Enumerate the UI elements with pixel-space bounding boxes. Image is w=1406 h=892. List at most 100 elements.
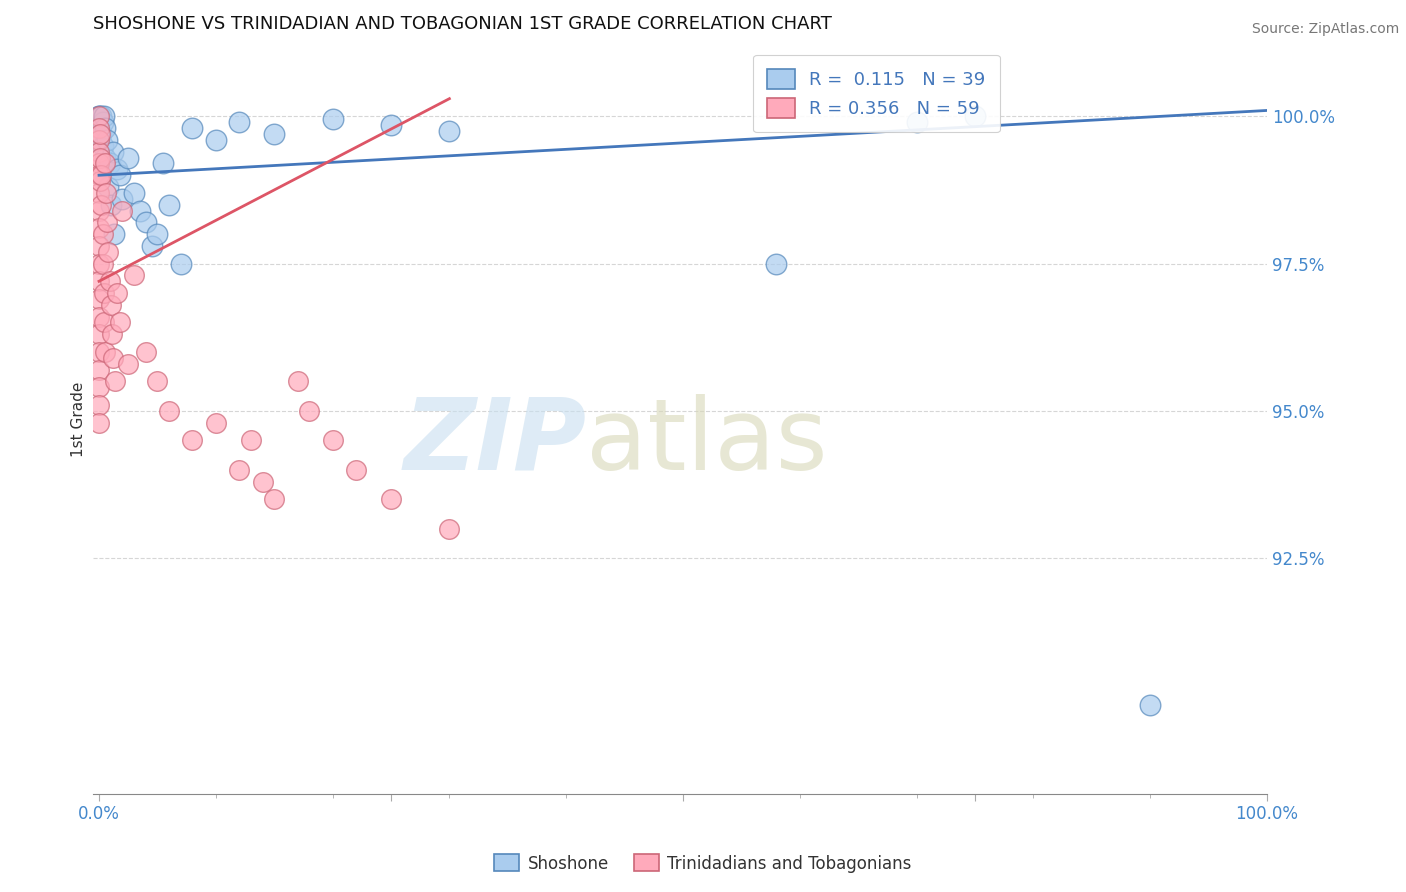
Point	[103, 227, 125, 241]
Text: SHOSHONE VS TRINIDADIAN AND TOBAGONIAN 1ST GRADE CORRELATION CHART: SHOSHONE VS TRINIDADIAN AND TOBAGONIAN 1…	[93, 15, 832, 33]
Point	[87, 257, 110, 271]
Point	[252, 475, 274, 489]
Y-axis label: 1st Grade: 1st Grade	[72, 382, 86, 458]
Point	[91, 227, 114, 241]
Point	[93, 286, 115, 301]
Point	[87, 292, 110, 306]
Point	[98, 274, 121, 288]
Point	[204, 416, 226, 430]
Point	[87, 327, 110, 342]
Text: atlas: atlas	[586, 393, 828, 491]
Point	[905, 115, 928, 129]
Point	[89, 151, 111, 165]
Legend: Shoshone, Trinidadians and Tobagonians: Shoshone, Trinidadians and Tobagonians	[488, 847, 918, 880]
Point	[104, 375, 127, 389]
Point	[100, 197, 122, 211]
Point	[298, 404, 321, 418]
Point	[87, 133, 110, 147]
Point	[90, 168, 112, 182]
Point	[157, 197, 180, 211]
Point	[87, 121, 110, 136]
Point	[157, 404, 180, 418]
Point	[87, 310, 110, 324]
Point	[96, 133, 118, 147]
Point	[98, 156, 121, 170]
Point	[87, 168, 110, 182]
Point	[87, 398, 110, 412]
Point	[105, 286, 128, 301]
Point	[87, 416, 110, 430]
Text: ZIP: ZIP	[404, 393, 586, 491]
Point	[93, 109, 115, 123]
Point	[135, 345, 157, 359]
Point	[204, 133, 226, 147]
Point	[135, 215, 157, 229]
Point	[963, 109, 986, 123]
Point	[765, 257, 787, 271]
Point	[91, 115, 114, 129]
Point	[91, 138, 114, 153]
Point	[122, 186, 145, 200]
Point	[111, 203, 134, 218]
Point	[101, 145, 124, 159]
Point	[117, 357, 139, 371]
Point	[87, 109, 110, 123]
Point	[101, 351, 124, 365]
Point	[439, 522, 461, 536]
Point	[87, 239, 110, 253]
Point	[146, 375, 169, 389]
Point	[89, 174, 111, 188]
Point	[263, 127, 285, 141]
Point	[97, 244, 120, 259]
Point	[344, 463, 367, 477]
Point	[239, 434, 262, 448]
Point	[87, 145, 110, 159]
Point	[380, 118, 402, 132]
Point	[94, 151, 117, 165]
Point	[94, 156, 117, 170]
Point	[87, 221, 110, 235]
Text: Source: ZipAtlas.com: Source: ZipAtlas.com	[1251, 22, 1399, 37]
Point	[90, 127, 112, 141]
Point	[87, 109, 110, 123]
Point	[89, 127, 111, 141]
Point	[117, 151, 139, 165]
Point	[108, 316, 131, 330]
Point	[87, 362, 110, 376]
Point	[94, 186, 117, 200]
Point	[439, 124, 461, 138]
Point	[105, 162, 128, 177]
Point	[101, 327, 124, 342]
Point	[87, 186, 110, 200]
Point	[87, 345, 110, 359]
Point	[181, 121, 204, 136]
Point	[90, 109, 112, 123]
Point	[87, 203, 110, 218]
Point	[94, 121, 117, 136]
Point	[1139, 698, 1161, 713]
Point	[322, 434, 344, 448]
Point	[87, 121, 110, 136]
Point	[87, 380, 110, 394]
Point	[90, 197, 112, 211]
Point	[87, 109, 110, 123]
Point	[87, 156, 110, 170]
Point	[96, 215, 118, 229]
Point	[263, 492, 285, 507]
Point	[287, 375, 309, 389]
Point	[170, 257, 193, 271]
Point	[129, 203, 152, 218]
Point	[141, 239, 163, 253]
Legend: R =  0.115   N = 39, R = 0.356   N = 59: R = 0.115 N = 39, R = 0.356 N = 59	[754, 54, 1000, 132]
Point	[100, 298, 122, 312]
Point	[111, 192, 134, 206]
Point	[97, 180, 120, 194]
Point	[181, 434, 204, 448]
Point	[91, 257, 114, 271]
Point	[94, 345, 117, 359]
Point	[108, 168, 131, 182]
Point	[152, 156, 174, 170]
Point	[228, 463, 250, 477]
Point	[228, 115, 250, 129]
Point	[87, 274, 110, 288]
